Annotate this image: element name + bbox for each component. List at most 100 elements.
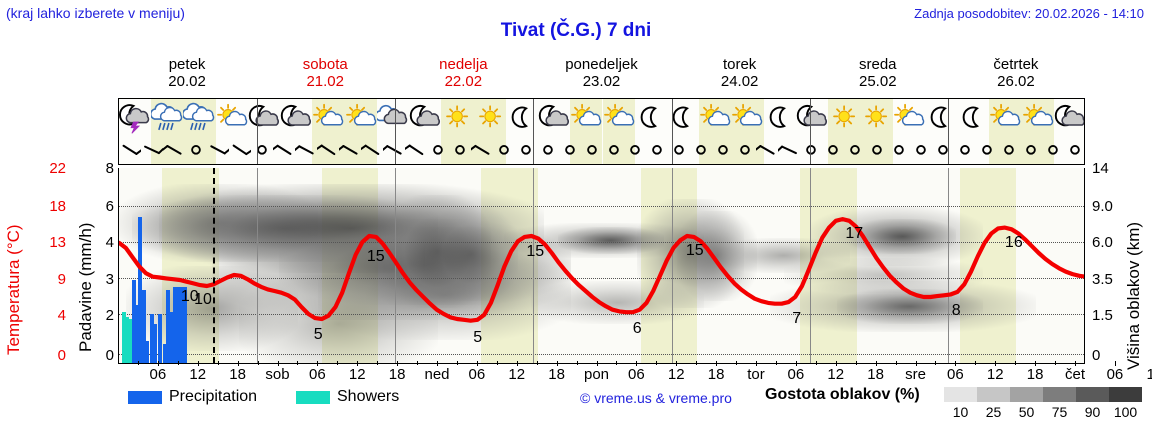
x-minor-tick-mark [277, 361, 279, 365]
temperature-value-label: 5 [313, 326, 323, 344]
day-separator [947, 99, 949, 164]
temperature-value-label: 6 [632, 320, 642, 338]
wind-barb-9 [315, 135, 339, 163]
wind-barb-24 [646, 135, 668, 163]
temperature-tick: 18 [49, 198, 66, 216]
temperature-value-label: 17 [845, 225, 864, 243]
x-axis-tick: 18 [867, 366, 884, 383]
wind-barb-0 [119, 135, 143, 163]
x-axis-tick: 18 [388, 366, 406, 383]
x-minor-tick-mark [995, 361, 997, 365]
precipitation-bar [172, 287, 177, 363]
legend-swatch-showers [296, 390, 330, 404]
moon-icon [957, 100, 989, 136]
wind-barb-8 [293, 135, 317, 163]
meteogram-plot: 10 10 5 15 5 15 6 15 7 17 8 16 [118, 168, 1085, 364]
day-separator [533, 99, 535, 164]
day-date: 22.02 [444, 73, 483, 90]
cloud-scale-segment [1109, 387, 1142, 402]
moon-icon [667, 100, 699, 136]
x-minor-tick-mark [835, 361, 837, 365]
x-minor-tick-mark [955, 361, 957, 365]
weather-slot-27 [989, 99, 1022, 164]
x-minor-tick-mark [636, 361, 638, 365]
wind-barb-21 [581, 135, 603, 163]
location-menu-note[interactable]: (kraj lahko izberete v meniju) [6, 5, 185, 21]
day-header-torek: torek 24.02 [671, 56, 809, 90]
day-header-četrtek: četrtek 26.02 [947, 56, 1085, 90]
wind-barb-28 [734, 135, 756, 163]
cloud-height-tick: 1.5 [1092, 307, 1113, 324]
horizontal-gridline [119, 314, 1084, 316]
temperature-value-label: 15 [526, 242, 545, 260]
wind-barb-27 [712, 135, 734, 163]
precipitation-bar [166, 289, 171, 363]
day-name: sobota [302, 56, 348, 73]
cloud-scale-segment [1076, 387, 1109, 402]
sun-icon [828, 100, 860, 136]
x-axis-tick: 18 [1026, 366, 1044, 383]
wind-barb-25 [668, 135, 690, 163]
x-minor-tick-mark [875, 361, 877, 365]
x-minor-tick-mark [736, 361, 738, 365]
cloud-scale-segment [1043, 387, 1076, 402]
x-axis-tick: 06 [628, 366, 645, 383]
wind-barb-12 [381, 135, 405, 163]
temperature-value-label: 8 [951, 302, 961, 320]
cloud-density-blob [424, 207, 518, 301]
day-name: petek [168, 56, 206, 73]
day-separator [395, 99, 397, 164]
x-axis-tick: 12 [827, 366, 845, 383]
x-minor-tick-mark [217, 361, 219, 365]
shower-bar [124, 316, 129, 363]
temperature-tick: 4 [57, 307, 66, 324]
x-minor-tick-mark [1035, 361, 1037, 365]
credit-link[interactable]: © vreme.us & vreme.pro [580, 390, 732, 406]
weather-slot-29 [1054, 99, 1084, 164]
weather-slot-17 [667, 99, 699, 164]
moon-icon [764, 100, 796, 136]
cloud-height-tick: 14 [1092, 160, 1109, 177]
cloud-density-blob [677, 210, 758, 301]
precipitation-tick: 8 [105, 160, 114, 177]
precipitation-tick: 0 [105, 347, 114, 365]
wind-barb-35 [888, 135, 910, 163]
temperature-curve [119, 216, 1084, 323]
weather-slot-4 [248, 99, 280, 164]
wind-barb-39 [976, 135, 998, 163]
precipitation-bar [182, 287, 187, 363]
wind-barb-18 [515, 135, 537, 163]
day-name: nedelja [439, 56, 488, 73]
page-title: Tivat (Č.G.) 7 dni [500, 20, 652, 41]
precipitation-tick: 2 [105, 307, 114, 324]
x-axis-tick: pon [583, 366, 610, 383]
x-axis-tick: 12 [986, 366, 1004, 383]
wind-barb-30 [777, 135, 800, 163]
precipitation-bar [158, 314, 163, 363]
wind-barb-26 [690, 135, 712, 163]
wind-barb-43 [1064, 135, 1084, 163]
day-separator [257, 99, 259, 164]
sun-cloud-icon [731, 100, 763, 136]
x-axis-tick: 18 [707, 366, 725, 383]
day-name: četrtek [993, 56, 1039, 73]
day-gridline [947, 168, 949, 363]
moon-cloud-icon [1054, 100, 1084, 136]
moon-icon [925, 100, 957, 136]
legend-item-precipitation: Precipitation [128, 388, 257, 408]
x-minor-tick-mark [1055, 361, 1057, 365]
wind-barb-13 [403, 135, 427, 163]
moon-cloud-icon [409, 100, 441, 136]
wind-barb-16 [469, 135, 493, 163]
cloud-scale-label: 100 [1113, 404, 1138, 420]
x-minor-tick-mark [716, 361, 718, 365]
weather-slot-24 [893, 99, 925, 164]
x-minor-tick-mark [676, 361, 678, 365]
wind-barb-11 [359, 135, 383, 163]
sun-icon [860, 100, 892, 136]
x-minor-tick-mark [297, 361, 299, 365]
wind-barb-33 [844, 135, 866, 163]
temperature-value-label: 10 [180, 288, 199, 306]
x-minor-tick-mark [157, 361, 159, 365]
